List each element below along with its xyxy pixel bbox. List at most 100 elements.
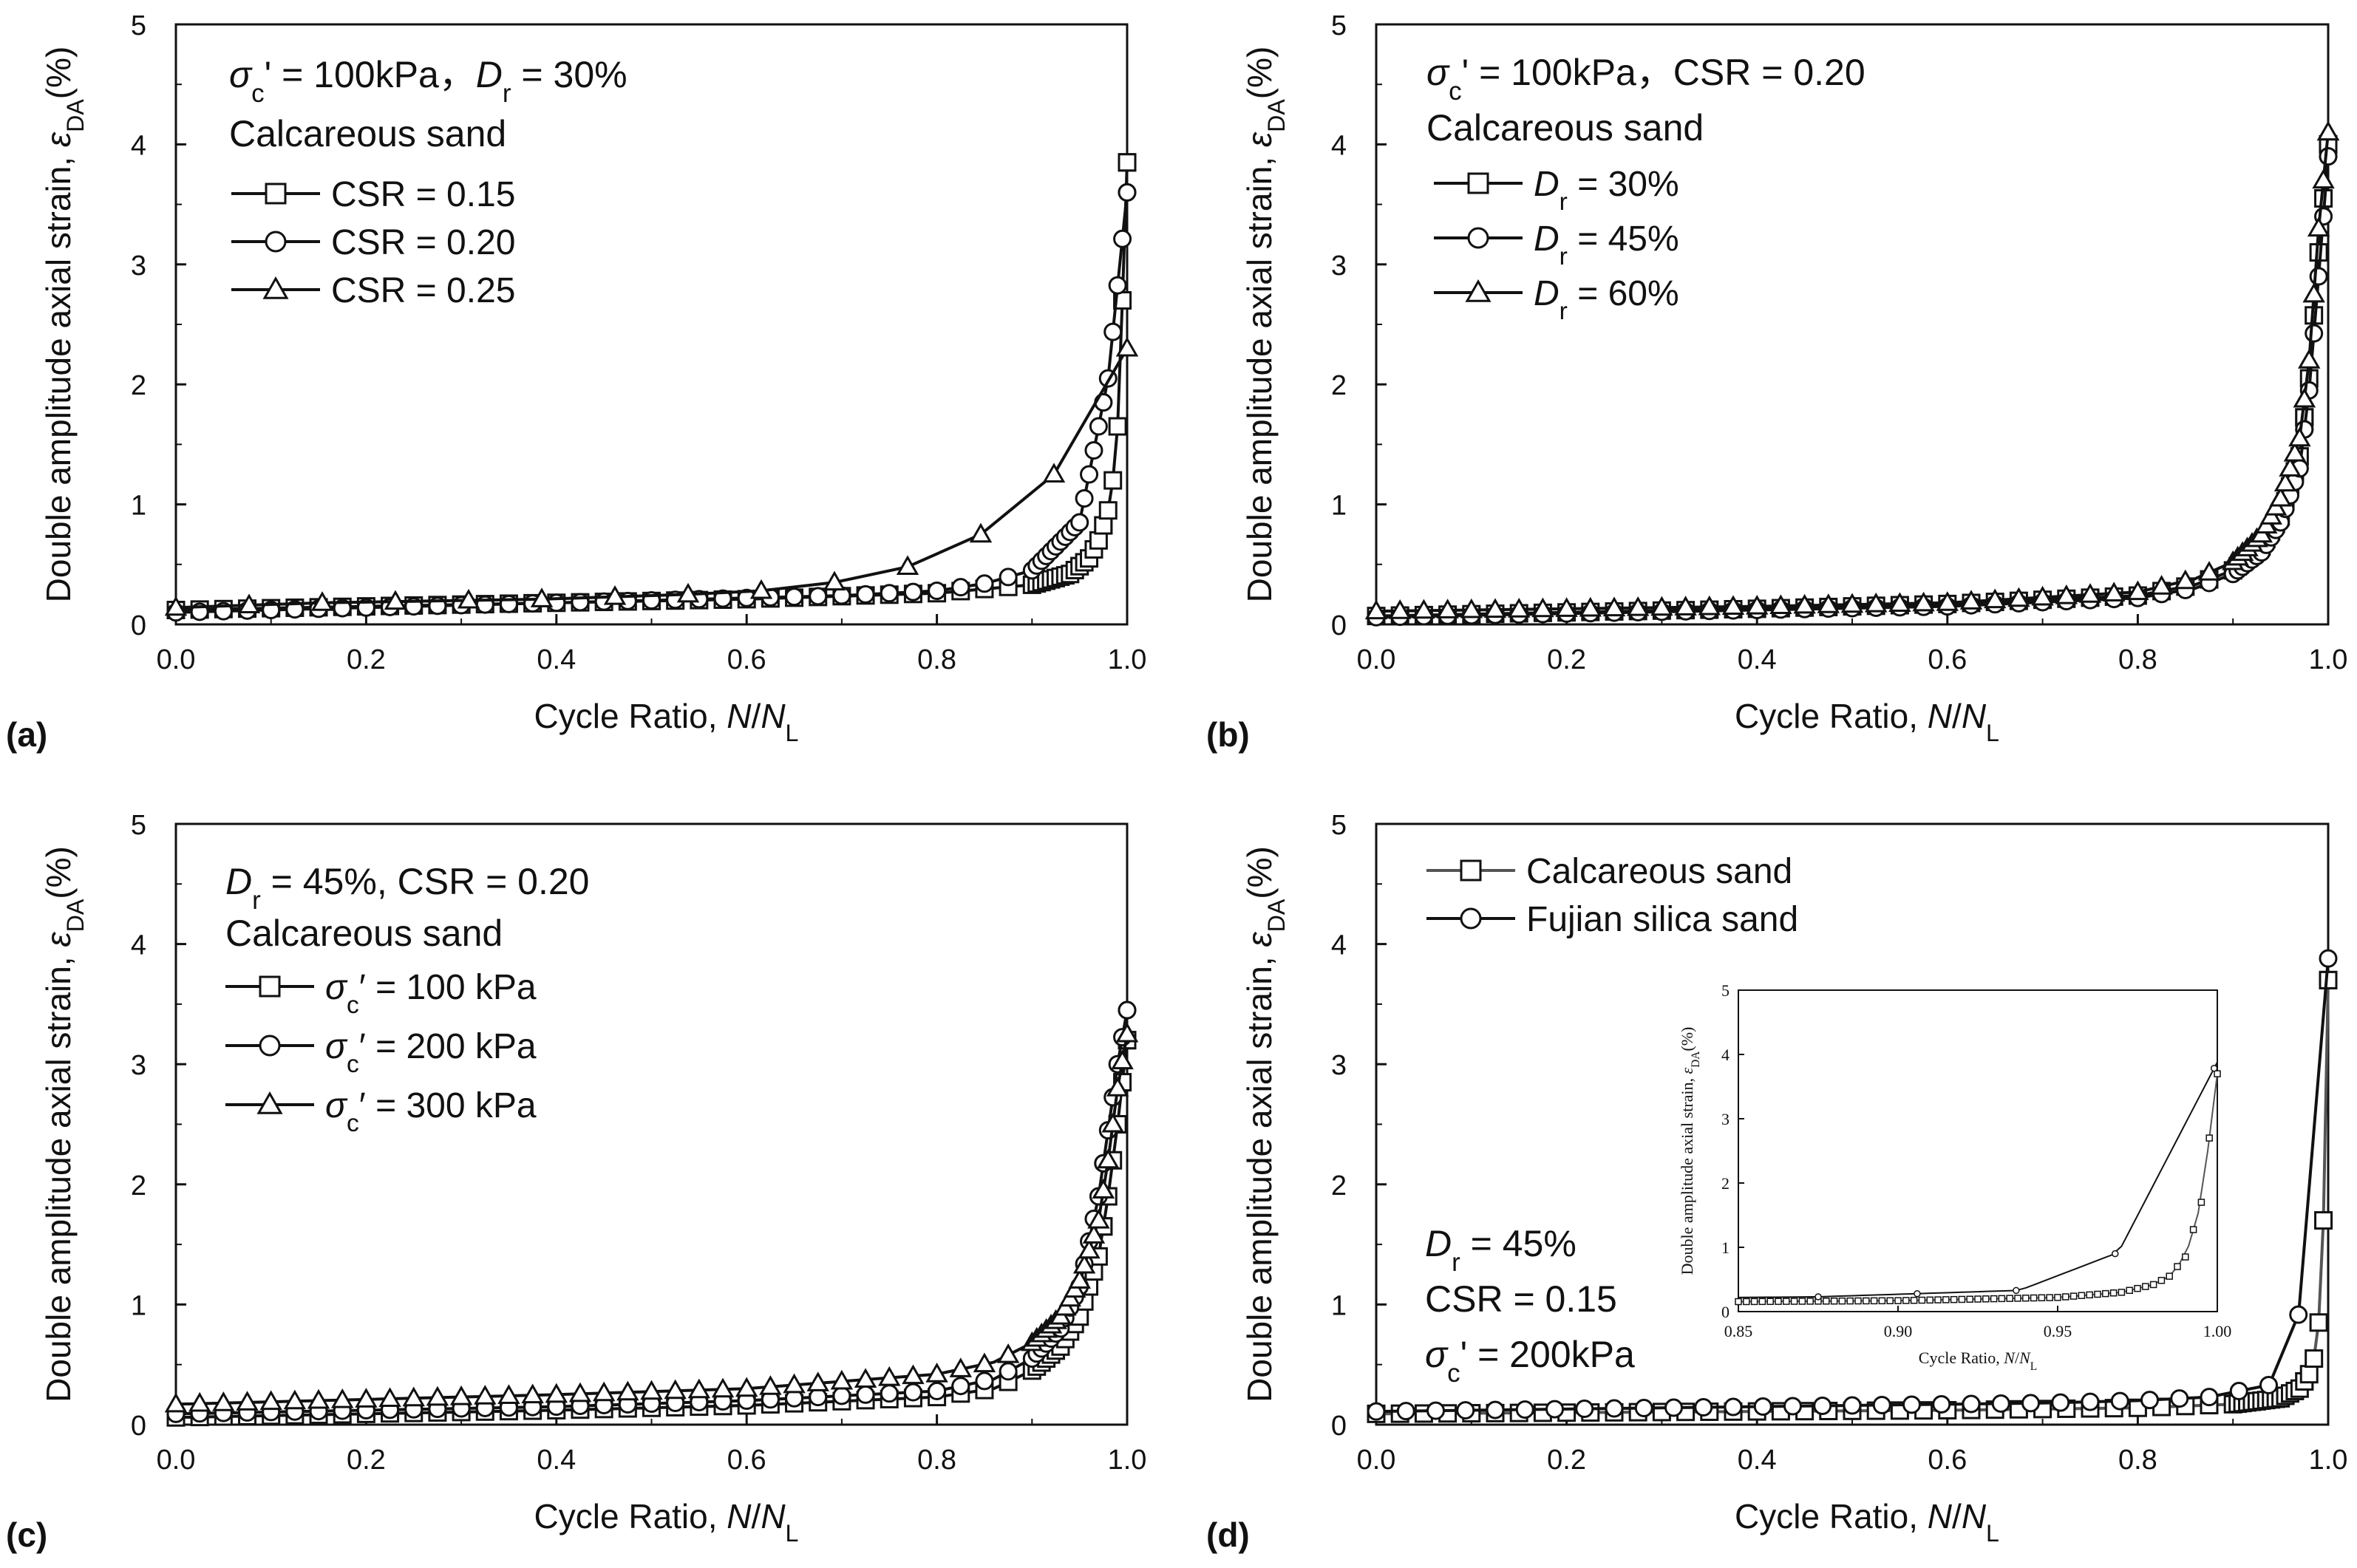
inset-point-square: [1990, 1295, 1998, 1303]
data-point-triangle: [1698, 595, 1721, 616]
data-point-triangle: [1507, 598, 1531, 618]
data-point-square: [2305, 1349, 2324, 1368]
inset-point-square: [2069, 1292, 2078, 1300]
inset-point-square: [1934, 1296, 1942, 1303]
data-point-triangle: [545, 1383, 568, 1403]
data-point-circle: [1113, 229, 1132, 248]
legend-entry: CSR = 0.25: [231, 271, 515, 310]
data-point-circle: [1605, 1399, 1624, 1418]
data-point-triangle: [2197, 561, 2221, 581]
y-tick-label: 3: [1331, 1050, 1347, 1081]
inset-point-square: [2126, 1286, 2133, 1295]
legend-label: Fujian silica sand: [1526, 900, 1798, 939]
data-point-triangle: [996, 1343, 1020, 1363]
series-line: [175, 192, 1129, 614]
data-point-triangle: [687, 1378, 711, 1399]
annotation: Calcareous sand: [1426, 107, 1704, 149]
series-circle: [1367, 147, 2338, 627]
data-point-triangle: [1531, 597, 1554, 618]
data-point-triangle: [1068, 1269, 1091, 1289]
panel-label: (d): [1206, 1516, 1250, 1554]
data-point-square: [1103, 471, 1123, 490]
data-point-triangle: [164, 596, 188, 616]
legend-marker-triangle: [262, 276, 289, 299]
data-point-triangle: [973, 1352, 996, 1373]
data-point-triangle: [1087, 1208, 1110, 1229]
data-point-triangle: [830, 1369, 854, 1390]
inset-point-square: [1998, 1295, 2006, 1303]
data-point-circle: [1118, 1001, 1137, 1020]
series-line: [175, 347, 1129, 610]
data-point-triangle: [212, 1391, 235, 1411]
data-point-triangle: [2269, 486, 2292, 507]
inset-point-square: [2189, 1226, 2197, 1233]
annotation: Dr = 45%, CSR = 0.20: [225, 861, 589, 915]
series-circle: [166, 183, 1137, 622]
annotation: σc' = 100kPa，Dr = 30%: [229, 54, 627, 108]
inset-point-circle: [1914, 1289, 1921, 1298]
data-point-triangle: [1983, 588, 2007, 609]
inset-point-square: [2094, 1290, 2101, 1298]
inset-point-square: [2205, 1134, 2213, 1142]
inset-x-tick-label: 1.00: [2203, 1322, 2232, 1340]
data-point-circle: [1724, 1397, 1743, 1417]
inset-point-square: [1974, 1295, 1982, 1303]
inset-point-square: [1846, 1297, 1854, 1305]
inset-point-square: [2118, 1289, 2126, 1296]
data-point-circle: [2319, 949, 2338, 968]
x-tick-label: 0.6: [1928, 1445, 1967, 1476]
x-tick-label: 0.6: [727, 644, 766, 675]
inset-y-tick-label: 5: [1721, 981, 1730, 1000]
y-axis-label: Double amplitude axial strain, εDA(%): [1240, 47, 1290, 603]
data-point-circle: [880, 1384, 899, 1403]
y-tick-label: 1: [1331, 491, 1347, 522]
data-point-triangle: [1082, 1224, 1106, 1244]
data-point-circle: [1070, 513, 1089, 532]
x-axis-label: Cycle Ratio, N/NL: [534, 1497, 799, 1547]
inset-point-square: [1966, 1295, 1973, 1303]
data-point-triangle: [1555, 597, 1578, 617]
data-point-triangle: [1483, 598, 1507, 618]
data-point-circle: [928, 582, 947, 601]
annotation: σc' = 100kPa，CSR = 0.20: [1426, 52, 1865, 106]
data-point-square: [1098, 501, 1118, 520]
inset-point-square: [1886, 1297, 1894, 1305]
legend-label: CSR = 0.20: [331, 223, 515, 262]
series-line: [175, 1034, 1129, 1406]
inset-point-square: [1735, 1298, 1742, 1306]
data-point-square: [1094, 516, 1113, 535]
legend-entry: Calcareous sand: [1426, 852, 1792, 891]
data-point-triangle: [378, 1387, 401, 1408]
data-point-circle: [832, 1386, 851, 1405]
y-tick-label: 1: [131, 1290, 146, 1321]
data-point-triangle: [355, 1388, 378, 1408]
data-point-triangle: [2055, 584, 2078, 604]
inset-point-square: [1918, 1296, 1926, 1304]
y-tick-label: 4: [1331, 930, 1347, 961]
inset-point-square: [1910, 1297, 1918, 1304]
data-point-circle: [1118, 183, 1137, 202]
series-line: [1375, 132, 2330, 613]
data-point-circle: [2140, 1391, 2159, 1410]
inset-point-square: [2142, 1283, 2149, 1290]
data-point-circle: [1783, 1397, 1802, 1416]
data-point-circle: [2289, 1305, 2308, 1324]
x-tick-label: 1.0: [2309, 644, 2348, 675]
data-point-circle: [2110, 1391, 2129, 1411]
legend-label: CSR = 0.25: [331, 271, 515, 310]
y-tick-label: 3: [1331, 250, 1347, 282]
y-tick-label: 5: [131, 810, 146, 841]
data-point-square: [2314, 1211, 2333, 1230]
inset-point-square: [2006, 1295, 2013, 1302]
inset-plot: 0.85 0.90 0.95 1.00 0 1 2 3 4 5 Cycle Ratio, N/NL D…: [1678, 981, 2231, 1373]
inset-point-square: [1775, 1298, 1782, 1305]
inset-point-square: [1758, 1298, 1766, 1306]
data-point-triangle: [1388, 599, 1412, 619]
data-point-circle: [333, 599, 352, 618]
data-point-circle: [975, 1371, 994, 1391]
inset-point-square: [1863, 1297, 1870, 1305]
data-point-triangle: [1412, 599, 1435, 619]
inset-point-square: [1942, 1296, 1950, 1303]
data-point-triangle: [1793, 593, 1816, 614]
data-point-triangle: [2150, 575, 2173, 595]
